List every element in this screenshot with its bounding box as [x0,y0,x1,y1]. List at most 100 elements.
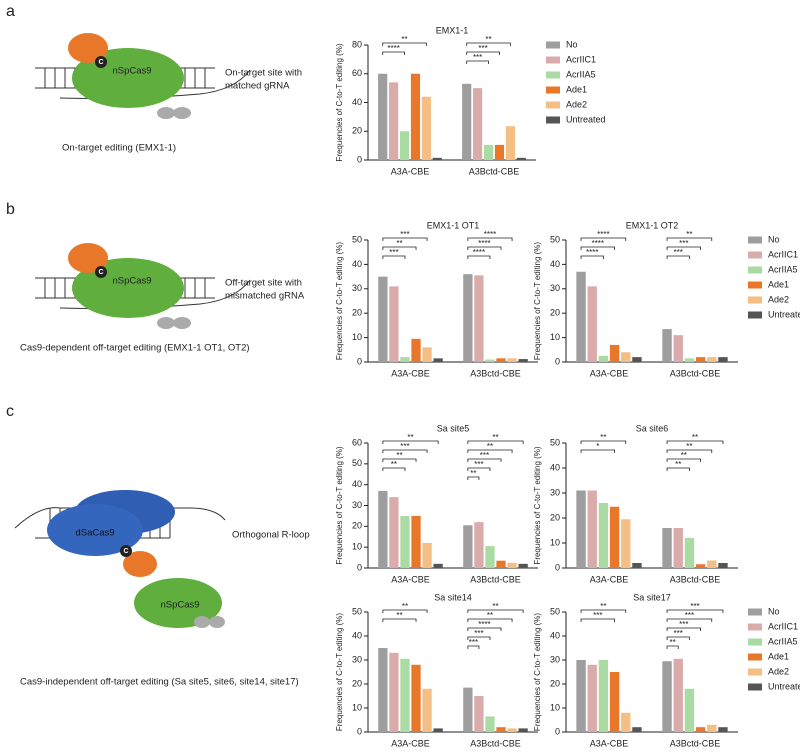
x-tick-label: A3Bctd-CBE [470,574,521,584]
y-tick-label: 50 [352,234,362,244]
panel-label: b [6,201,15,218]
y-tick-label: 20 [352,521,362,531]
bar [494,144,505,160]
bar [587,490,597,568]
chart-title: EMX1-1 [436,25,469,35]
bar [485,546,495,568]
legend-label: AcrIIA5 [768,636,798,646]
y-tick-label: 0 [555,726,560,736]
legend-swatch [748,236,762,244]
chart-title: EMX1-1 OT1 [427,220,480,230]
x-tick-label: A3Bctd-CBE [670,574,721,584]
marker-text: C [123,548,128,555]
significance-bracket [467,645,480,649]
significance-bracket [580,618,615,622]
y-tick-label: 50 [352,606,362,616]
significance-label: ** [681,451,687,460]
significance-label: ** [692,433,698,442]
x-tick-label: A3A-CBE [590,738,629,748]
bar [695,727,706,732]
y-tick-label: 50 [550,234,560,244]
chart-title: Sa site5 [437,423,470,433]
bar [389,286,399,362]
significance-label: *** [593,611,602,620]
significance-label: ** [485,35,491,44]
significance-bracket [382,246,417,250]
inhibitor [173,317,191,329]
bar [496,560,506,568]
caption: Cas9-independent off-target editing (Sa … [20,677,299,688]
legend-label: AcrIIA5 [768,264,798,274]
bar [507,728,517,732]
x-tick-label: A3Bctd-CBE [469,166,520,176]
significance-bracket [467,440,524,444]
bar [707,560,717,568]
significance-bracket [382,51,405,55]
bar [496,358,506,362]
y-tick-label: 40 [550,630,560,640]
legend-label: AcrIIC1 [566,54,596,64]
bar [474,522,484,568]
y-tick-label: 40 [352,479,362,489]
note: Orthogonal R-loop [232,530,310,541]
protein [134,578,222,628]
significance-bracket [666,255,690,259]
bar [378,276,388,362]
legend-swatch [546,101,560,109]
bar [673,528,683,568]
significance-bracket [666,246,701,250]
protein-name: nSpCas9 [112,66,151,77]
bar [378,73,388,160]
significance-label: **** [387,44,399,53]
y-tick-label: 50 [550,606,560,616]
bar [399,131,410,160]
y-axis-label: Frequencies of C-to-T editing (%) [335,446,344,564]
y-tick-label: 10 [550,332,560,342]
significance-bracket [467,449,513,453]
bar [673,335,683,362]
legend-swatch [546,71,560,79]
legend-label: AcrIIC1 [768,249,798,259]
y-tick-label: 20 [550,512,560,522]
significance-label: *** [685,611,694,620]
bar [473,88,483,160]
significance-bracket [466,60,489,64]
significance-bracket [467,237,513,241]
significance-label: **** [592,239,604,248]
significance-bracket [382,449,428,453]
bar [598,503,609,568]
significance-bracket [382,42,427,46]
y-axis-label: Frequencies of C-to-T editing (%) [335,43,344,161]
bar [433,728,443,732]
chart-title: Sa site14 [434,592,472,602]
significance-bracket [466,42,511,46]
deaminase [123,551,157,577]
significance-label: ** [396,611,402,620]
significance-bracket [467,636,491,640]
significance-label: ** [391,460,397,469]
significance-label: ** [492,602,498,611]
bar [505,126,515,160]
bar [507,358,517,362]
bar [662,329,672,362]
significance-label: ** [396,451,402,460]
chart-title: EMX1-1 OT2 [626,220,679,230]
significance-bracket [467,255,491,259]
significance-label: *** [480,451,489,460]
deaminase [68,243,108,273]
y-tick-label: 30 [352,500,362,510]
significance-label: ** [487,611,493,620]
protein-name: nSpCas9 [160,600,199,611]
significance-label: **** [478,620,490,629]
significance-label: ** [470,469,476,478]
y-tick-label: 0 [555,356,560,366]
significance-bracket [467,458,502,462]
bar [474,275,484,362]
significance-bracket [580,609,627,613]
note: matched gRNA [225,81,290,92]
significance-bracket [382,255,406,259]
x-tick-label: A3Bctd-CBE [670,368,721,378]
significance-bracket [580,449,615,453]
significance-label: * [596,442,599,451]
significance-bracket [666,449,713,453]
